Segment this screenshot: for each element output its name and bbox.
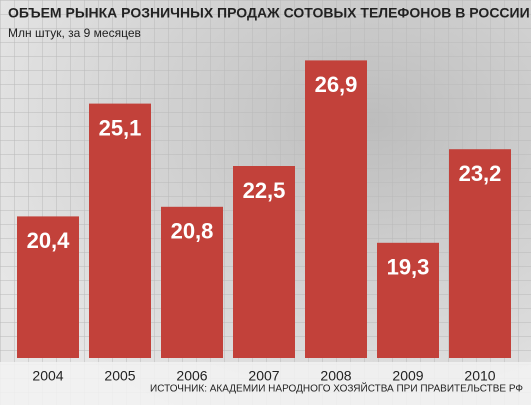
x-tick-label: 2007 (248, 368, 279, 384)
x-tick-label: 2005 (104, 368, 135, 384)
x-tick-label: 2009 (392, 368, 423, 384)
bar (161, 206, 223, 358)
value-label: 25,1 (99, 115, 142, 140)
value-label: 19,3 (387, 255, 430, 280)
x-tick-label: 2010 (464, 368, 495, 384)
bar (377, 242, 439, 358)
bar (305, 60, 367, 359)
chart-title: ОБЪЕМ РЫНКА РОЗНИЧНЫХ ПРОДАЖ СОТОВЫХ ТЕЛ… (8, 5, 530, 21)
chart-subtitle: Млн штук, за 9 месяцев (8, 26, 141, 40)
x-tick-label: 2008 (320, 368, 351, 384)
value-label: 20,8 (171, 219, 214, 244)
source-note: ИСТОЧНИК: АКАДЕМИИ НАРОДНОГО ХОЗЯЙСТВА П… (150, 382, 523, 395)
value-label: 22,5 (243, 178, 286, 203)
footer-band (0, 362, 531, 405)
bar (233, 166, 295, 358)
value-label: 26,9 (315, 72, 358, 97)
bar (17, 216, 79, 358)
bar (89, 103, 151, 358)
bar (449, 149, 511, 358)
value-label: 23,2 (459, 161, 502, 186)
x-tick-label: 2006 (176, 368, 207, 384)
value-label: 20,4 (27, 228, 71, 253)
x-tick-label: 2004 (32, 368, 63, 384)
